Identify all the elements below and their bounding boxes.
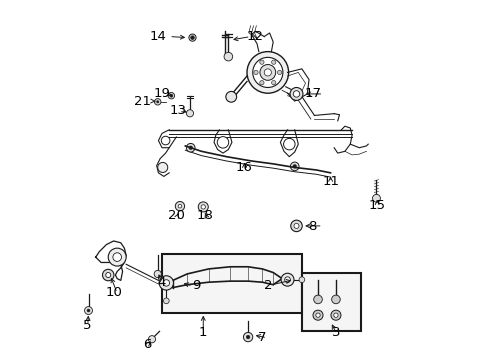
Circle shape <box>313 295 322 304</box>
Circle shape <box>186 110 193 117</box>
Circle shape <box>293 224 298 228</box>
Circle shape <box>333 313 337 318</box>
Circle shape <box>246 335 249 339</box>
Circle shape <box>298 277 304 283</box>
Circle shape <box>113 253 121 261</box>
Circle shape <box>156 101 159 103</box>
Circle shape <box>312 310 323 320</box>
Circle shape <box>290 220 302 231</box>
Circle shape <box>102 269 114 281</box>
Text: 10: 10 <box>105 287 122 300</box>
Circle shape <box>159 276 173 290</box>
Text: 15: 15 <box>368 199 385 212</box>
Text: 9: 9 <box>191 279 200 292</box>
Text: 19: 19 <box>153 87 170 100</box>
Text: 11: 11 <box>322 175 338 188</box>
Text: 12: 12 <box>246 30 263 43</box>
Circle shape <box>168 93 174 99</box>
Circle shape <box>372 194 380 202</box>
Circle shape <box>163 298 169 304</box>
Circle shape <box>283 138 294 150</box>
Circle shape <box>290 162 298 171</box>
Circle shape <box>190 36 194 40</box>
Circle shape <box>292 165 296 168</box>
Circle shape <box>105 273 110 278</box>
Text: 16: 16 <box>236 161 252 174</box>
Circle shape <box>259 81 264 85</box>
Circle shape <box>217 136 228 148</box>
Text: 3: 3 <box>331 326 340 339</box>
Circle shape <box>252 57 282 87</box>
Circle shape <box>169 94 172 97</box>
Circle shape <box>186 143 195 152</box>
Circle shape <box>271 60 275 64</box>
Text: 13: 13 <box>169 104 186 117</box>
Bar <box>301 273 360 330</box>
Text: 17: 17 <box>304 87 321 100</box>
Circle shape <box>161 136 169 145</box>
Circle shape <box>281 273 293 286</box>
Circle shape <box>253 70 258 75</box>
Circle shape <box>293 91 299 97</box>
Text: 21: 21 <box>134 95 150 108</box>
Circle shape <box>260 64 275 80</box>
Circle shape <box>289 87 303 100</box>
Circle shape <box>277 70 281 75</box>
Circle shape <box>188 146 192 149</box>
Text: 7: 7 <box>258 331 266 344</box>
Circle shape <box>315 313 320 318</box>
Circle shape <box>87 309 90 312</box>
Text: 8: 8 <box>308 220 316 233</box>
Circle shape <box>175 202 184 211</box>
Text: 20: 20 <box>167 210 184 222</box>
Circle shape <box>271 81 275 85</box>
Circle shape <box>158 162 167 172</box>
Text: 14: 14 <box>150 30 166 43</box>
Circle shape <box>108 248 126 266</box>
Text: 6: 6 <box>143 338 152 351</box>
Circle shape <box>331 295 340 304</box>
Circle shape <box>154 99 161 105</box>
Circle shape <box>330 310 340 320</box>
Circle shape <box>224 52 232 61</box>
Circle shape <box>154 270 161 278</box>
Text: 1: 1 <box>199 326 207 339</box>
Text: 4: 4 <box>158 276 166 289</box>
Circle shape <box>225 91 236 102</box>
Bar <box>162 253 301 313</box>
Text: 5: 5 <box>82 319 91 332</box>
Circle shape <box>246 51 288 93</box>
Text: 18: 18 <box>196 210 213 222</box>
Circle shape <box>84 307 92 315</box>
Circle shape <box>198 202 208 212</box>
Circle shape <box>264 69 271 76</box>
Text: 2: 2 <box>263 279 271 292</box>
Circle shape <box>163 280 169 286</box>
Circle shape <box>188 34 196 41</box>
Circle shape <box>284 277 290 283</box>
Circle shape <box>201 205 205 209</box>
Circle shape <box>259 60 264 64</box>
Circle shape <box>178 204 182 208</box>
Circle shape <box>243 332 252 342</box>
Circle shape <box>148 336 155 343</box>
